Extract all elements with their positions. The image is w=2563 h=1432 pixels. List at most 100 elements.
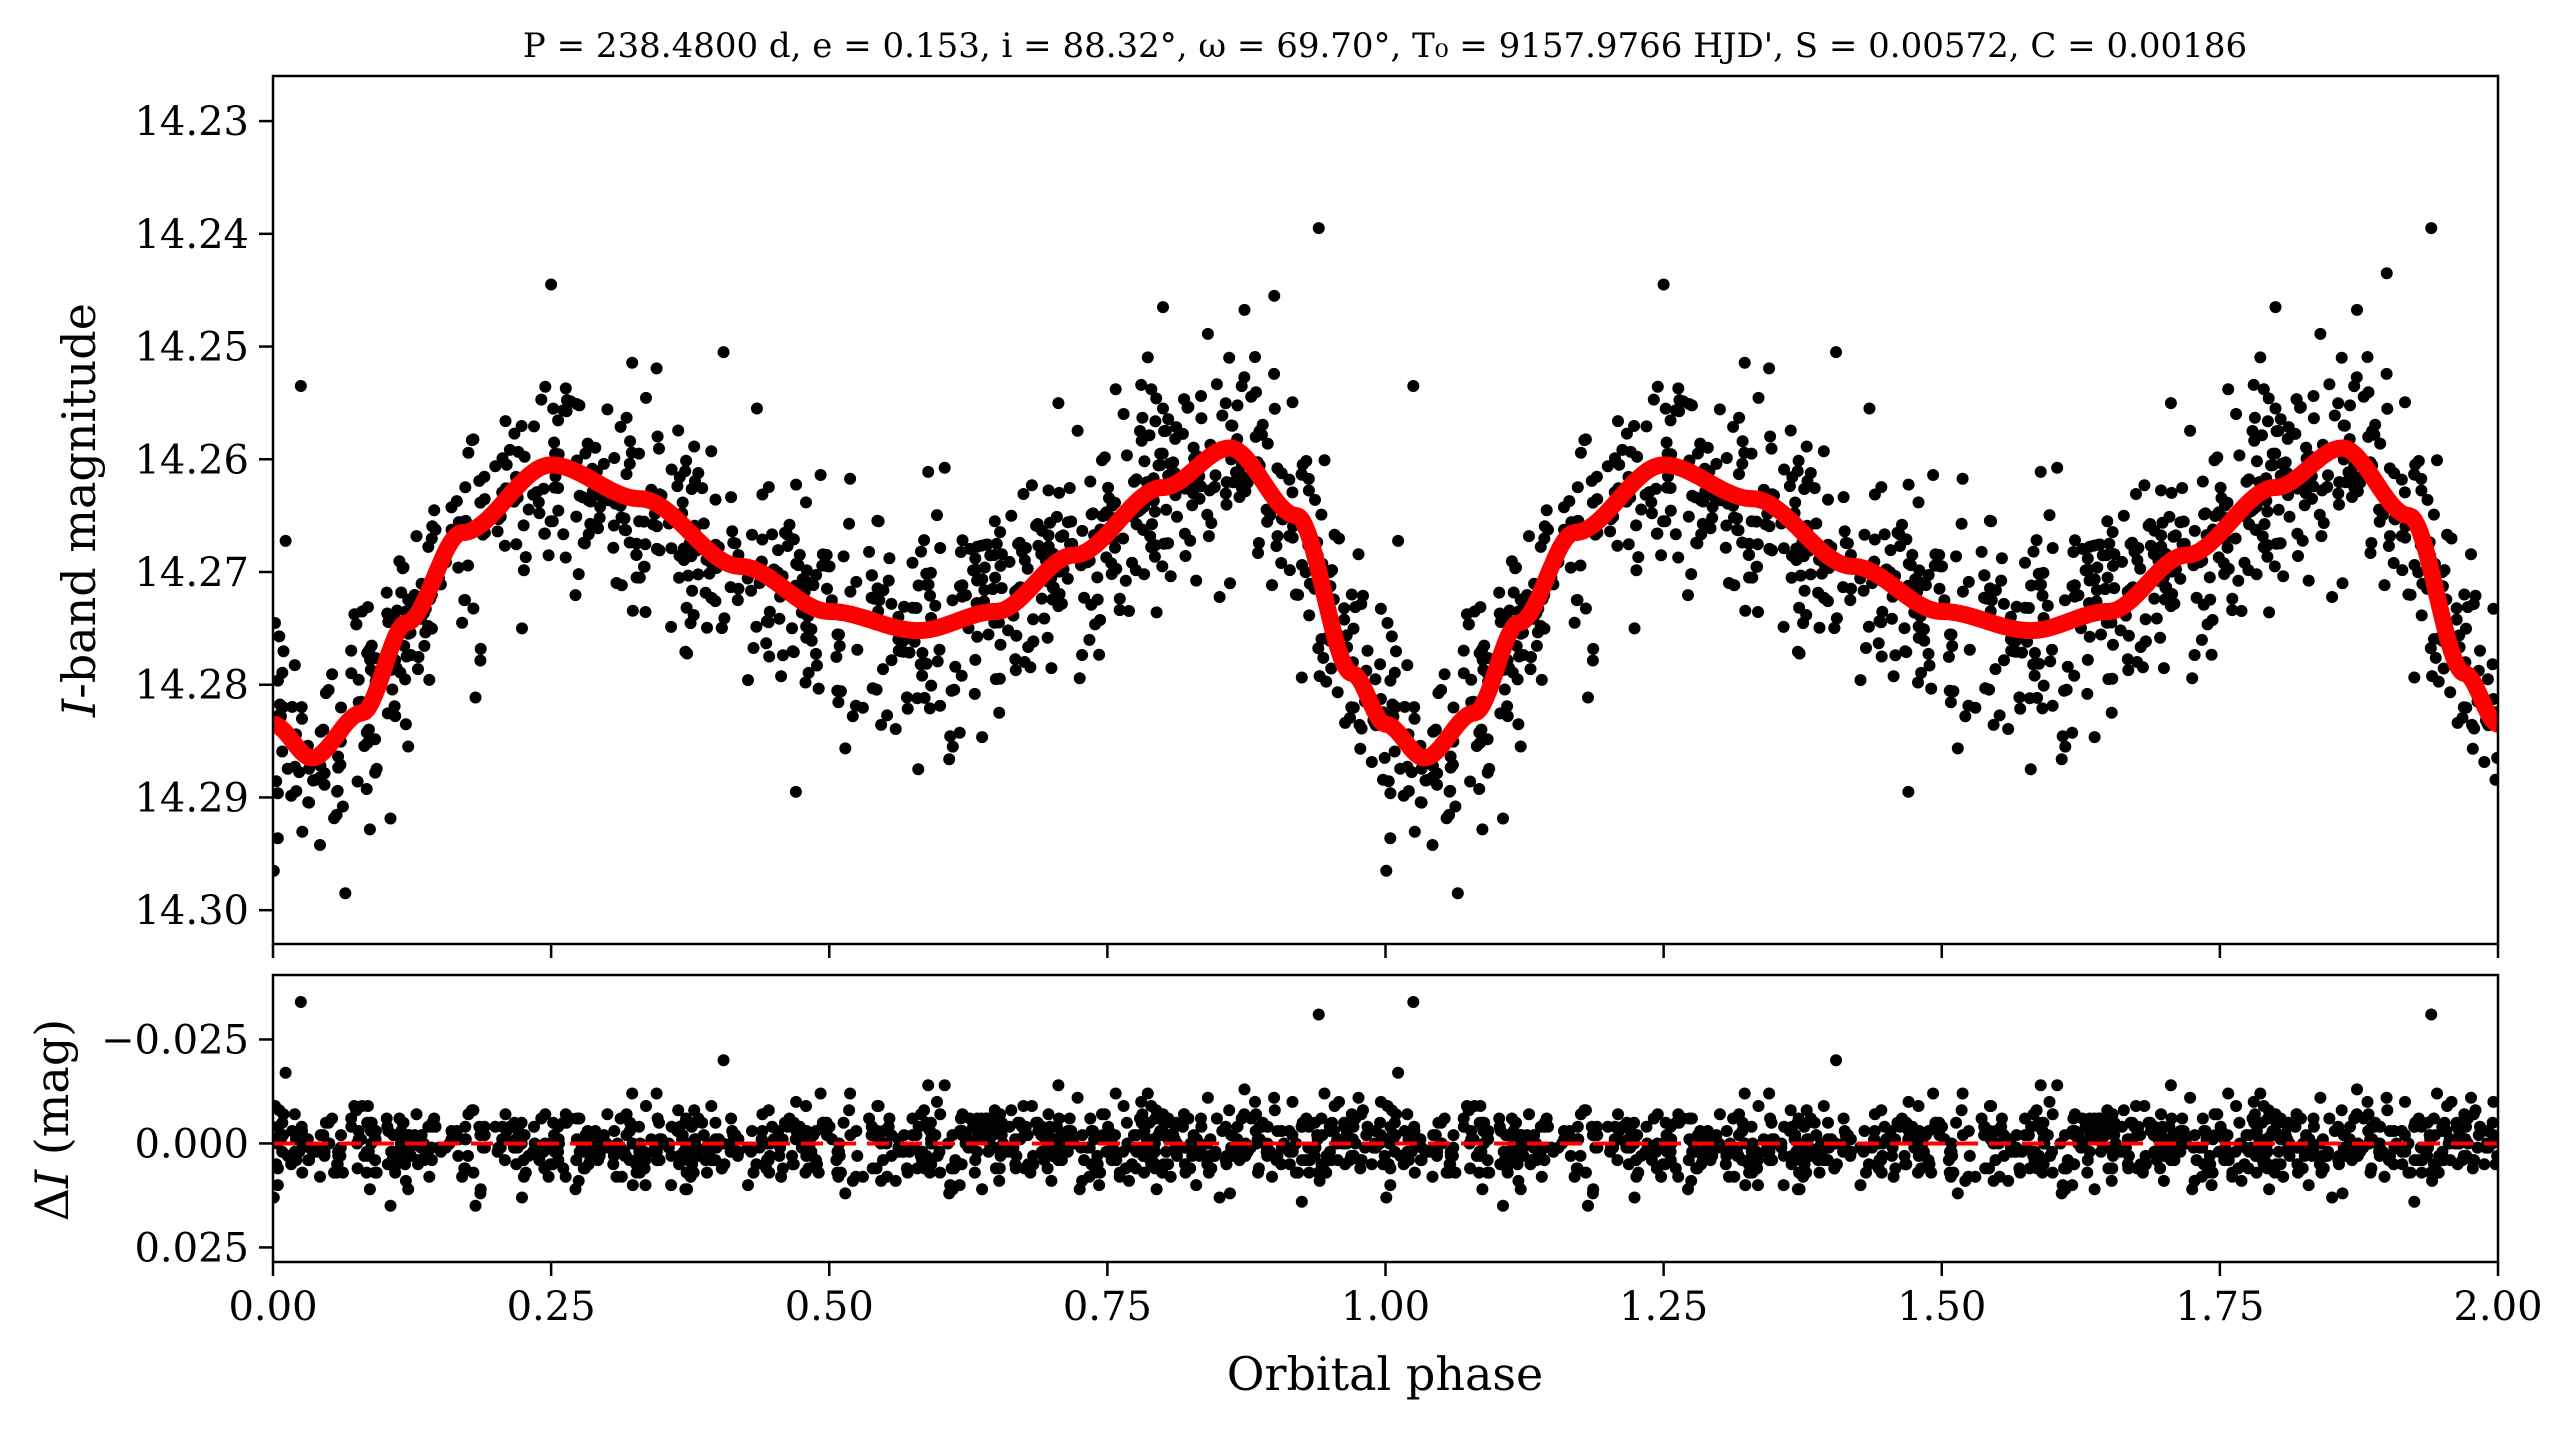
residual-point [2487, 1095, 2498, 1108]
data-point [2037, 679, 2050, 692]
data-point [418, 639, 431, 652]
residual-point [1822, 1116, 1834, 1129]
data-point [577, 491, 589, 504]
data-point [2427, 508, 2440, 521]
residual-point [276, 1145, 289, 1158]
outlier-point [750, 402, 763, 415]
data-point [2491, 751, 2498, 764]
data-point [1296, 559, 1308, 571]
data-point [925, 679, 938, 692]
data-point [1271, 530, 1284, 543]
residual-point [2081, 1154, 2094, 1167]
data-point [742, 674, 754, 687]
data-point [2016, 646, 2028, 659]
residual-point [1998, 1149, 2010, 1162]
residual-point [382, 1125, 395, 1137]
data-point [1109, 383, 1122, 396]
residual-point [1535, 1170, 1548, 1183]
data-point [2261, 415, 2274, 428]
data-point [500, 458, 513, 471]
residual-point [1752, 1100, 1765, 1112]
top-panel-title: P = 238.4800 d, e = 0.153, i = 88.32°, ω… [523, 26, 2247, 66]
data-point [1944, 696, 1957, 709]
data-point [286, 700, 299, 713]
data-point [802, 666, 815, 679]
data-point [1252, 537, 1265, 549]
residual-point [1612, 1108, 1624, 1121]
data-point [328, 812, 341, 825]
residual-point [1355, 1154, 1368, 1167]
residual-point [697, 1129, 710, 1142]
data-point [1956, 585, 1969, 598]
data-point [2144, 518, 2157, 530]
data-point [1778, 463, 1791, 476]
y-tick-label: 14.26 [134, 437, 249, 483]
residual-point [1738, 1087, 1751, 1100]
residual-point [1415, 1141, 1428, 1154]
data-point [1157, 537, 1170, 550]
data-point [2457, 701, 2470, 714]
residual-point [410, 1108, 423, 1121]
residual-point [1190, 1179, 1203, 1192]
data-point [1904, 559, 1917, 572]
data-point [1264, 509, 1277, 522]
residual-point [933, 1145, 946, 1158]
residual-point [425, 1120, 438, 1133]
residual-point [1078, 1154, 1091, 1167]
residual-point [837, 1116, 850, 1129]
data-point [1233, 491, 1246, 503]
residual-point [1352, 1091, 1365, 1104]
data-point [1669, 528, 1682, 541]
data-point [763, 650, 776, 663]
data-point [821, 582, 833, 595]
residual-outlier-point [294, 996, 307, 1009]
data-point [2108, 582, 2121, 595]
residual-point [610, 1170, 623, 1183]
data-point [363, 643, 376, 656]
data-point [528, 420, 540, 433]
data-point [1201, 327, 1214, 340]
data-point [1137, 523, 1150, 536]
data-point [2067, 546, 2080, 558]
data-point [1476, 823, 1489, 836]
residual-point [462, 1149, 474, 1162]
data-point [1138, 568, 1151, 581]
data-point [1261, 437, 1274, 450]
data-point [2424, 642, 2437, 655]
data-point [1241, 476, 1254, 489]
residual-point [1494, 1125, 1507, 1137]
data-point [680, 601, 693, 614]
data-point [1268, 367, 1281, 380]
residual-point [959, 1129, 972, 1142]
outlier-point [294, 380, 307, 392]
model-curve [273, 439, 2498, 767]
data-point [1743, 548, 1756, 561]
bottom-x-ticks: 0.00 0.25 0.50 0.75 1.00 1.25 1.50 1.75 2.00 [228, 1262, 2543, 1330]
data-point [458, 594, 471, 607]
data-point [988, 515, 1001, 528]
residual-point [1266, 1170, 1278, 1183]
data-point [2033, 578, 2046, 591]
data-point [1538, 520, 1551, 533]
data-point [1126, 556, 1138, 569]
residual-point [1727, 1112, 1740, 1125]
residual-point [1763, 1145, 1776, 1158]
data-point [1585, 474, 1598, 487]
x-axis-label: Orbital phase [1227, 1347, 1543, 1401]
data-point [630, 571, 643, 584]
data-point [1857, 584, 1870, 597]
data-point [2384, 530, 2396, 543]
data-point [535, 393, 548, 406]
residual-point [1374, 1116, 1387, 1129]
data-point [882, 574, 895, 587]
residual-point [900, 1162, 913, 1175]
data-point [1146, 518, 1158, 531]
data-point [976, 731, 989, 744]
residual-point [2294, 1112, 2307, 1125]
residual-point [1303, 1166, 1316, 1179]
bottom-y-axis-label: ΔI (mag) [25, 1019, 79, 1221]
residual-point [2486, 1116, 2498, 1129]
data-point [1570, 594, 1583, 607]
data-point [1801, 475, 1814, 487]
residual-point [2333, 1149, 2346, 1162]
